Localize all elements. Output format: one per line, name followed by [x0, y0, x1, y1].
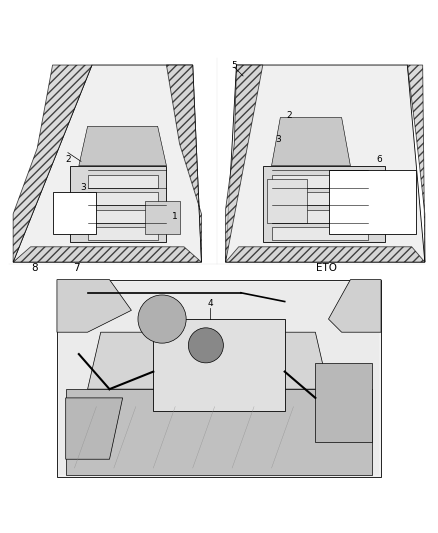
Polygon shape — [226, 65, 263, 262]
Polygon shape — [88, 209, 158, 223]
Polygon shape — [70, 166, 166, 243]
Polygon shape — [66, 398, 123, 459]
Polygon shape — [13, 65, 92, 262]
Polygon shape — [263, 166, 385, 243]
Polygon shape — [57, 280, 131, 332]
Polygon shape — [79, 126, 166, 166]
Circle shape — [138, 295, 186, 343]
Text: 2: 2 — [286, 111, 292, 120]
Polygon shape — [226, 247, 425, 262]
Polygon shape — [328, 170, 416, 233]
Polygon shape — [13, 247, 201, 262]
Polygon shape — [226, 65, 425, 262]
Text: ETO: ETO — [316, 263, 337, 273]
Polygon shape — [53, 192, 96, 233]
Polygon shape — [59, 282, 379, 474]
Circle shape — [188, 328, 223, 363]
Text: 6: 6 — [376, 155, 382, 164]
Polygon shape — [88, 192, 158, 205]
Polygon shape — [272, 209, 368, 223]
Text: 8: 8 — [32, 263, 39, 273]
Text: 4: 4 — [208, 299, 213, 308]
Polygon shape — [88, 227, 158, 240]
Text: 3: 3 — [80, 183, 86, 192]
Text: 7: 7 — [73, 263, 80, 273]
Polygon shape — [57, 280, 381, 477]
Polygon shape — [166, 65, 201, 262]
Polygon shape — [272, 227, 368, 240]
Polygon shape — [267, 179, 307, 223]
Polygon shape — [13, 65, 201, 262]
Polygon shape — [88, 332, 328, 389]
Polygon shape — [272, 118, 350, 166]
Polygon shape — [145, 201, 180, 233]
Polygon shape — [272, 174, 368, 188]
Polygon shape — [153, 319, 285, 411]
Polygon shape — [66, 389, 372, 474]
Polygon shape — [407, 65, 425, 262]
Text: 1: 1 — [172, 212, 178, 221]
Polygon shape — [88, 174, 158, 188]
Text: 2: 2 — [65, 155, 71, 164]
Polygon shape — [315, 363, 372, 442]
Text: 3: 3 — [275, 135, 281, 144]
Polygon shape — [272, 192, 368, 205]
Text: 5: 5 — [231, 61, 237, 69]
Polygon shape — [328, 280, 381, 332]
